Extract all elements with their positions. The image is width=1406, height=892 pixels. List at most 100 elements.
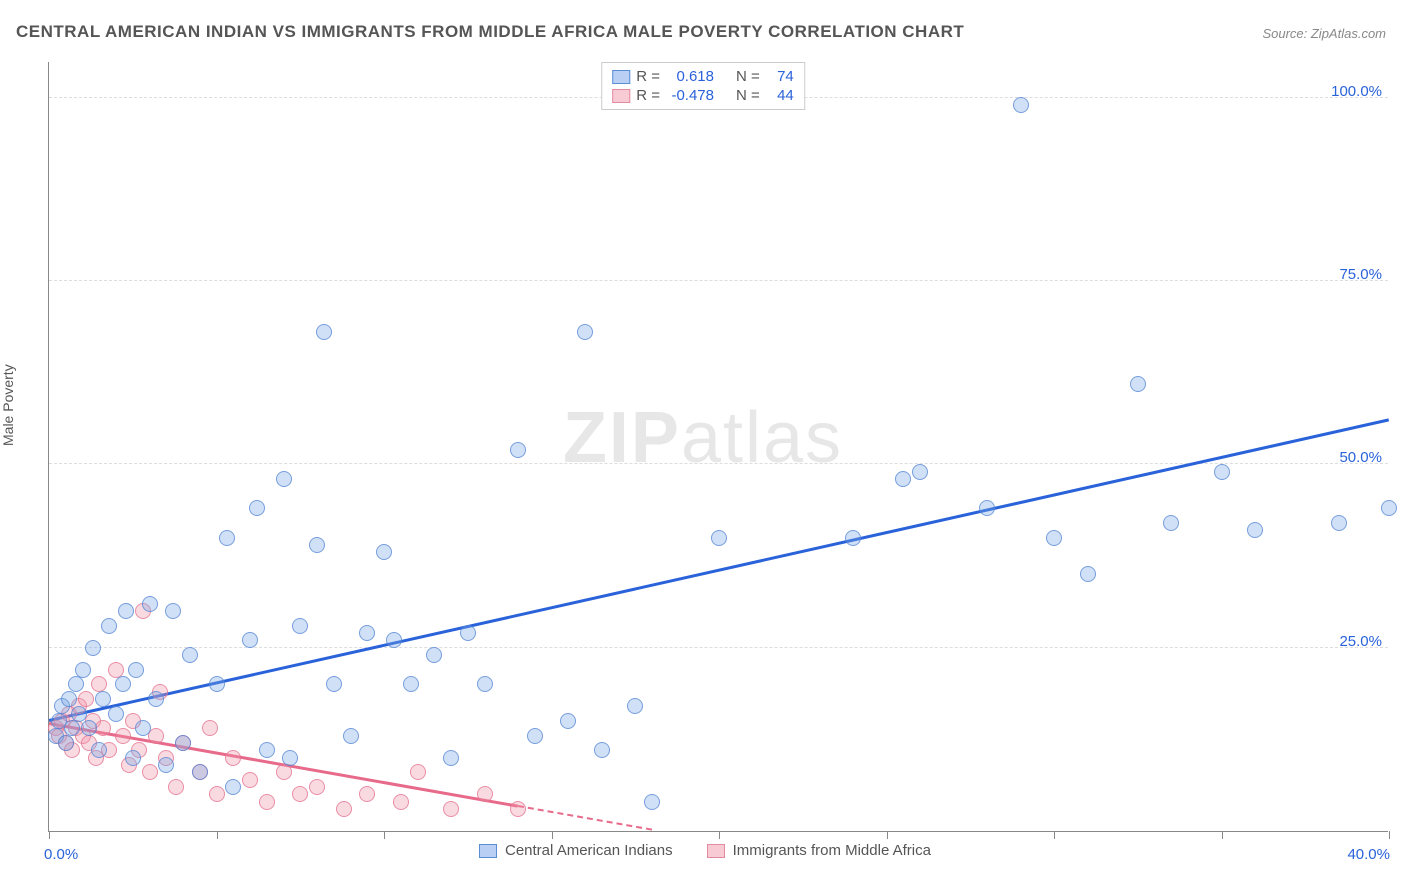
data-point-blue	[510, 442, 526, 458]
series-legend: Central American Indians Immigrants from …	[473, 842, 963, 859]
trend-line-pink	[518, 805, 652, 831]
data-point-pink	[202, 720, 218, 736]
data-point-pink	[292, 786, 308, 802]
legend-swatch	[707, 844, 725, 858]
data-point-pink	[410, 764, 426, 780]
r-value: 0.618	[666, 68, 714, 85]
data-point-blue	[95, 691, 111, 707]
data-point-blue	[101, 618, 117, 634]
data-point-blue	[594, 742, 610, 758]
x-tick-label: 40.0%	[1347, 846, 1390, 863]
stats-row: R = 0.618 N = 74	[612, 67, 794, 86]
data-point-blue	[75, 662, 91, 678]
data-point-blue	[912, 464, 928, 480]
data-point-blue	[1214, 464, 1230, 480]
data-point-blue	[68, 676, 84, 692]
data-point-pink	[359, 786, 375, 802]
data-point-pink	[259, 794, 275, 810]
correlation-stats-box: R = 0.618 N = 74R = -0.478 N = 44	[601, 62, 805, 110]
data-point-blue	[71, 706, 87, 722]
r-label: R =	[636, 68, 660, 85]
data-point-blue	[242, 632, 258, 648]
x-tick	[887, 831, 888, 839]
data-point-pink	[168, 779, 184, 795]
data-point-blue	[81, 720, 97, 736]
y-tick-label: 25.0%	[1312, 633, 1382, 650]
data-point-blue	[128, 662, 144, 678]
data-point-pink	[443, 801, 459, 817]
source-attribution: Source: ZipAtlas.com	[1262, 26, 1386, 41]
data-point-blue	[175, 735, 191, 751]
data-point-blue	[142, 596, 158, 612]
data-point-blue	[1080, 566, 1096, 582]
data-point-blue	[108, 706, 124, 722]
data-point-blue	[85, 640, 101, 656]
data-point-blue	[477, 676, 493, 692]
data-point-blue	[118, 603, 134, 619]
data-point-blue	[209, 676, 225, 692]
data-point-blue	[309, 537, 325, 553]
n-value: 44	[766, 87, 794, 104]
data-point-blue	[64, 720, 80, 736]
legend-label: Central American Indians	[505, 842, 673, 859]
x-tick	[384, 831, 385, 839]
data-point-blue	[182, 647, 198, 663]
data-point-blue	[58, 735, 74, 751]
data-point-blue	[376, 544, 392, 560]
data-point-pink	[209, 786, 225, 802]
data-point-blue	[225, 779, 241, 795]
data-point-blue	[426, 647, 442, 663]
legend-swatch	[479, 844, 497, 858]
x-tick	[49, 831, 50, 839]
data-point-blue	[1247, 522, 1263, 538]
data-point-blue	[460, 625, 476, 641]
data-point-blue	[326, 676, 342, 692]
data-point-blue	[192, 764, 208, 780]
data-point-blue	[115, 676, 131, 692]
n-label: N =	[736, 68, 760, 85]
y-axis-label: Male Poverty	[0, 364, 16, 446]
data-point-pink	[510, 801, 526, 817]
x-tick	[552, 831, 553, 839]
data-point-pink	[309, 779, 325, 795]
data-point-blue	[125, 750, 141, 766]
gridline	[49, 280, 1388, 281]
y-tick-label: 75.0%	[1312, 266, 1382, 283]
data-point-blue	[343, 728, 359, 744]
x-tick	[1222, 831, 1223, 839]
data-point-blue	[316, 324, 332, 340]
data-point-blue	[711, 530, 727, 546]
data-point-blue	[61, 691, 77, 707]
data-point-blue	[577, 324, 593, 340]
y-tick-label: 100.0%	[1312, 83, 1382, 100]
data-point-blue	[403, 676, 419, 692]
data-point-blue	[259, 742, 275, 758]
data-point-blue	[91, 742, 107, 758]
data-point-blue	[282, 750, 298, 766]
legend-swatch	[612, 89, 630, 103]
data-point-blue	[1130, 376, 1146, 392]
data-point-pink	[242, 772, 258, 788]
data-point-pink	[91, 676, 107, 692]
data-point-blue	[135, 720, 151, 736]
x-tick	[1389, 831, 1390, 839]
data-point-blue	[1163, 515, 1179, 531]
legend-label: Immigrants from Middle Africa	[733, 842, 931, 859]
n-value: 74	[766, 68, 794, 85]
data-point-blue	[1381, 500, 1397, 516]
data-point-pink	[108, 662, 124, 678]
x-tick	[719, 831, 720, 839]
legend-swatch	[612, 70, 630, 84]
n-label: N =	[736, 87, 760, 104]
stats-row: R =-0.478N =44	[612, 86, 794, 105]
data-point-blue	[219, 530, 235, 546]
plot-area: 25.0%50.0%75.0%100.0%	[48, 62, 1388, 832]
data-point-blue	[1013, 97, 1029, 113]
data-point-blue	[158, 757, 174, 773]
data-point-blue	[249, 500, 265, 516]
data-point-pink	[477, 786, 493, 802]
data-point-blue	[627, 698, 643, 714]
r-value: -0.478	[666, 87, 714, 104]
data-point-pink	[276, 764, 292, 780]
data-point-blue	[148, 691, 164, 707]
